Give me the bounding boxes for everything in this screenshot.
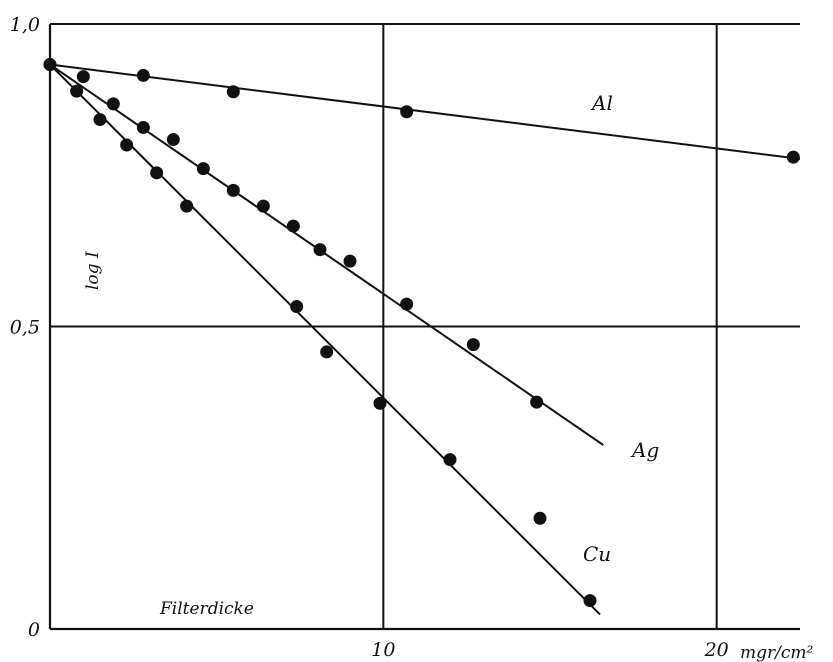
data-point-ag <box>343 254 357 268</box>
data-point-cu <box>43 58 57 72</box>
fit-line-ag <box>49 63 604 446</box>
data-point-ag <box>466 338 480 352</box>
fit-lines <box>49 63 801 616</box>
data-point-ag <box>136 120 150 134</box>
data-point-ag <box>256 199 270 213</box>
series-label-ag: Ag <box>630 438 659 462</box>
data-point-ag <box>196 162 210 176</box>
x-axis-unit: mgr/cm² <box>740 643 813 662</box>
data-point-al <box>226 85 240 99</box>
x-axis-title: Filterdicke <box>159 599 254 619</box>
y-tick-label: 0,5 <box>10 317 40 339</box>
data-point-al <box>786 150 800 164</box>
data-point-ag <box>226 183 240 197</box>
data-point-ag <box>530 395 544 409</box>
data-point-cu <box>583 594 597 608</box>
grid-lines <box>50 23 800 629</box>
data-point-cu <box>150 166 164 180</box>
data-point-cu <box>533 511 547 525</box>
y-tick-label: 0 <box>28 619 40 641</box>
data-point-ag <box>313 243 327 257</box>
fit-line-al <box>49 63 801 160</box>
axes <box>48 24 800 631</box>
x-tick-label: 20 <box>704 639 729 661</box>
data-point-al <box>136 68 150 82</box>
fit-line-cu <box>49 63 601 616</box>
data-point-al <box>400 105 414 119</box>
x-tick-label: 10 <box>371 639 395 661</box>
y-axis-title: log I <box>83 251 103 290</box>
data-point-ag <box>106 97 120 111</box>
data-point-al <box>76 70 90 84</box>
data-point-ag <box>400 297 414 311</box>
series-label-cu: Cu <box>583 542 611 566</box>
data-point-cu <box>120 138 134 152</box>
data-point-ag <box>166 133 180 147</box>
data-point-cu <box>290 300 304 314</box>
data-point-cu <box>93 113 107 127</box>
data-point-cu <box>180 199 194 213</box>
tick-labels: 0 0,5 1,0 10 20 <box>10 14 729 661</box>
data-point-cu <box>320 345 334 359</box>
data-point-cu <box>373 396 387 410</box>
data-points <box>43 58 800 608</box>
y-tick-label: 1,0 <box>10 14 40 36</box>
data-point-cu <box>443 453 457 467</box>
series-label-al: Al <box>590 91 613 115</box>
data-point-ag <box>286 219 300 233</box>
data-point-cu <box>70 84 84 98</box>
